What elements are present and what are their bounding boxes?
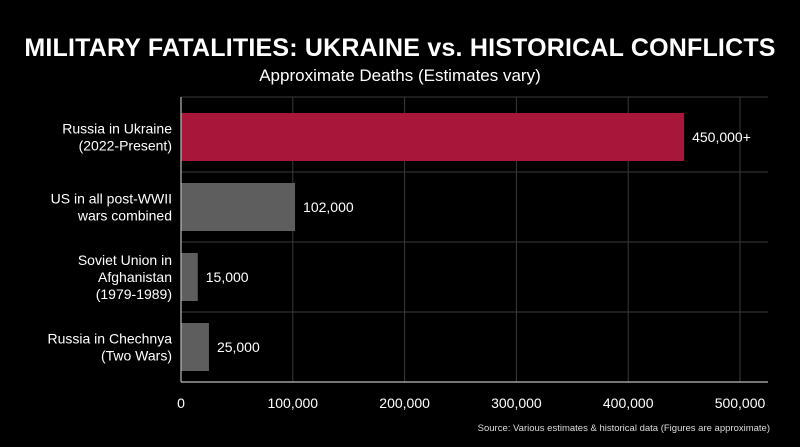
x-tick-label: 200,000	[379, 395, 430, 411]
bars	[181, 113, 685, 371]
x-tick-label: 0	[177, 395, 185, 411]
bar	[181, 253, 198, 301]
bar-value-label: 15,000	[206, 269, 249, 285]
axes: 0 100,000 200,000 300,000 400,000 500,000	[177, 97, 768, 411]
chart-subtitle: Approximate Deaths (Estimates vary)	[259, 66, 541, 85]
x-tick-label: 500,000	[715, 395, 766, 411]
chart-title: MILITARY FATALITIES: UKRAINE vs. HISTORI…	[24, 34, 776, 62]
x-tick-label: 100,000	[267, 395, 318, 411]
category-label: US in all post-WWII wars combined	[51, 191, 172, 224]
bar	[181, 183, 296, 231]
bar-value-label: 25,000	[217, 339, 260, 355]
category-label: Soviet Union in Afghanistan (1979-1989)	[78, 252, 172, 302]
source-note: Source: Various estimates & historical d…	[477, 423, 770, 434]
category-label: Russia in Chechnya (Two Wars)	[47, 331, 172, 364]
bar	[181, 113, 685, 161]
category-label: Russia in Ukraine (2022-Present)	[62, 121, 172, 154]
labels: 450,000+ Russia in Ukraine (2022-Present) 1…	[47, 121, 750, 364]
bar-value-label: 102,000	[303, 199, 354, 215]
x-tick-label: 300,000	[491, 395, 542, 411]
bar	[181, 323, 209, 371]
bar-value-label: 450,000+	[692, 129, 751, 145]
x-tick-label: 400,000	[603, 395, 654, 411]
